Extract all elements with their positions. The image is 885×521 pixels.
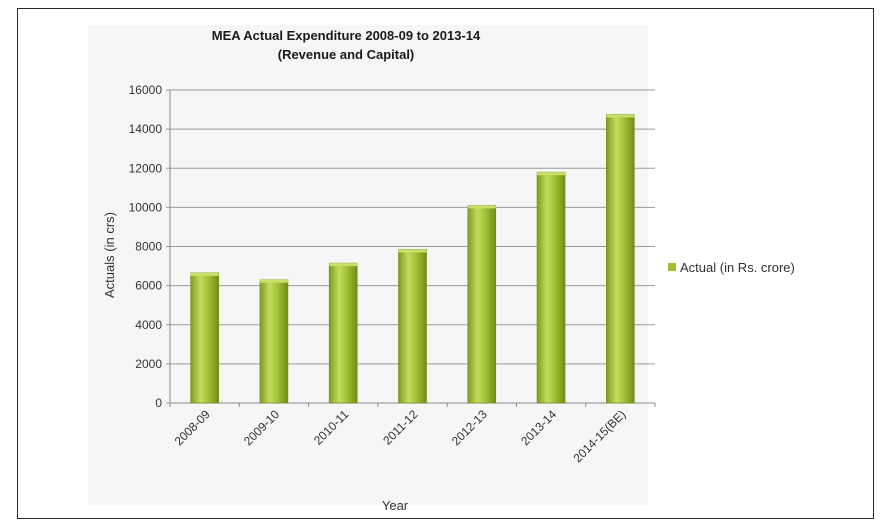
- x-tick-label: 2009-10: [241, 407, 282, 448]
- bar-2014-15(BE): [606, 114, 635, 404]
- bar-2009-10: [259, 279, 289, 404]
- x-tick-label: 2012-13: [449, 407, 490, 448]
- y-tick-label: 16000: [129, 83, 163, 97]
- chart-title-line-2: (Revenue and Capital): [278, 47, 415, 62]
- bar-top-highlight: [259, 279, 288, 283]
- bar-2008-09: [190, 272, 219, 404]
- legend-swatch: [668, 263, 676, 271]
- bar-top-highlight: [329, 263, 358, 267]
- y-tick-label: 12000: [129, 161, 163, 175]
- y-tick-label: 10000: [129, 200, 163, 214]
- bar-2013-14: [536, 171, 566, 404]
- bar-chart: MEA Actual Expenditure 2008-09 to 2013-1…: [102, 28, 795, 513]
- y-axis-label: Actuals (in crs): [102, 212, 117, 298]
- bar-2012-13: [467, 205, 497, 404]
- bar-top-highlight: [398, 249, 427, 253]
- y-tick-label: 4000: [135, 318, 162, 332]
- x-tick-label: 2013-14: [518, 407, 559, 448]
- bar-top-highlight: [190, 272, 219, 276]
- y-tick-label: 8000: [135, 240, 162, 254]
- x-tick-label: 2011-12: [380, 407, 421, 448]
- y-tick-label: 2000: [135, 357, 162, 371]
- x-tick-label: 2008-09: [172, 407, 213, 448]
- x-tick-label: 2010-11: [311, 407, 352, 448]
- bar-2010-11: [328, 262, 358, 404]
- y-tick-label: 14000: [129, 122, 163, 136]
- legend-label: Actual (in Rs. crore): [680, 260, 795, 275]
- x-axis-label: Year: [382, 498, 409, 513]
- chart-title-line-1: MEA Actual Expenditure 2008-09 to 2013-1…: [212, 28, 481, 43]
- chart-frame: MEA Actual Expenditure 2008-09 to 2013-1…: [17, 8, 874, 519]
- x-tick-label: 2014-15(BE): [570, 407, 628, 465]
- bar-top-highlight: [537, 172, 566, 176]
- bar-2011-12: [398, 249, 427, 404]
- bar-top-highlight: [467, 205, 496, 209]
- y-tick-label: 0: [155, 396, 162, 410]
- bar-top-highlight: [606, 114, 635, 118]
- y-tick-label: 6000: [135, 279, 162, 293]
